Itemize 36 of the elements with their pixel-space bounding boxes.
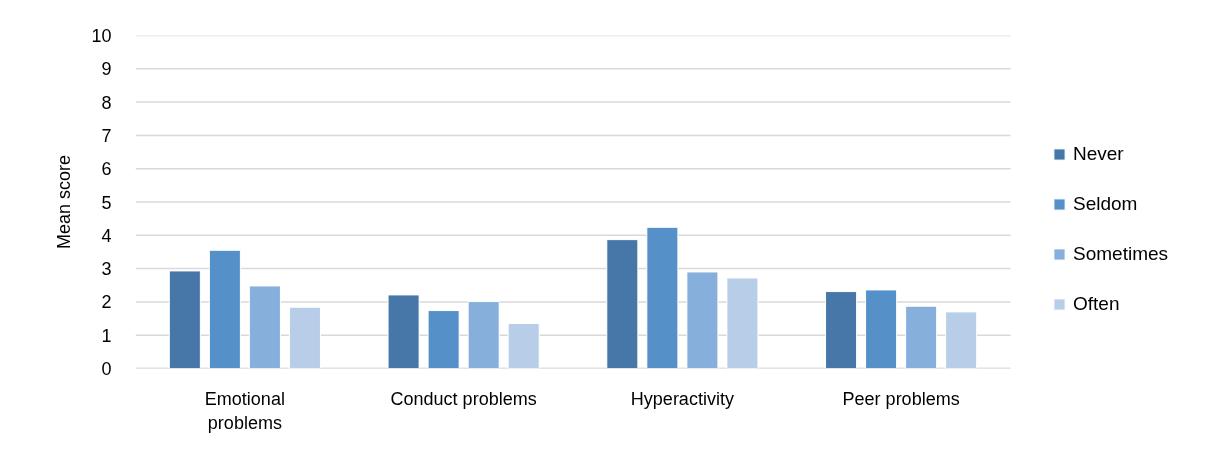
legend-label: Often (1073, 292, 1120, 315)
y-tick-label: 4 (101, 225, 112, 246)
y-axis-title: Mean score (54, 154, 75, 250)
legend-label: Never (1073, 142, 1124, 165)
bar (467, 301, 500, 369)
bar (288, 306, 321, 369)
bar (726, 277, 759, 369)
y-tick-label: 1 (101, 325, 112, 346)
x-tick-label: Hyperactivity (630, 388, 734, 409)
y-tick-label: 5 (101, 192, 112, 213)
bar (905, 305, 938, 369)
y-tick-label: 6 (101, 159, 112, 180)
y-tick-label: 9 (101, 59, 112, 80)
x-tick-label: Conduct problems (390, 388, 537, 409)
bar (507, 323, 540, 369)
x-tick-label: Emotional problems (204, 388, 285, 433)
bar (606, 239, 639, 369)
y-tick-label: 7 (101, 125, 112, 146)
bar (825, 291, 858, 369)
y-tick-label: 3 (101, 259, 112, 280)
legend-label: Seldom (1073, 192, 1138, 215)
legend-label: Sometimes (1073, 242, 1169, 265)
y-tick-label: 0 (101, 359, 112, 379)
y-tick-label: 8 (101, 92, 112, 113)
bar (686, 271, 719, 369)
bar (387, 294, 420, 369)
y-tick-label: 2 (101, 292, 112, 313)
bar (865, 289, 898, 369)
bar (945, 311, 978, 369)
bar (646, 226, 679, 369)
bar (208, 249, 241, 369)
y-tick-label: 10 (91, 26, 112, 46)
bar (427, 310, 460, 369)
bar (248, 285, 281, 369)
bar (168, 270, 201, 369)
x-tick-label: Peer problems (842, 388, 960, 409)
